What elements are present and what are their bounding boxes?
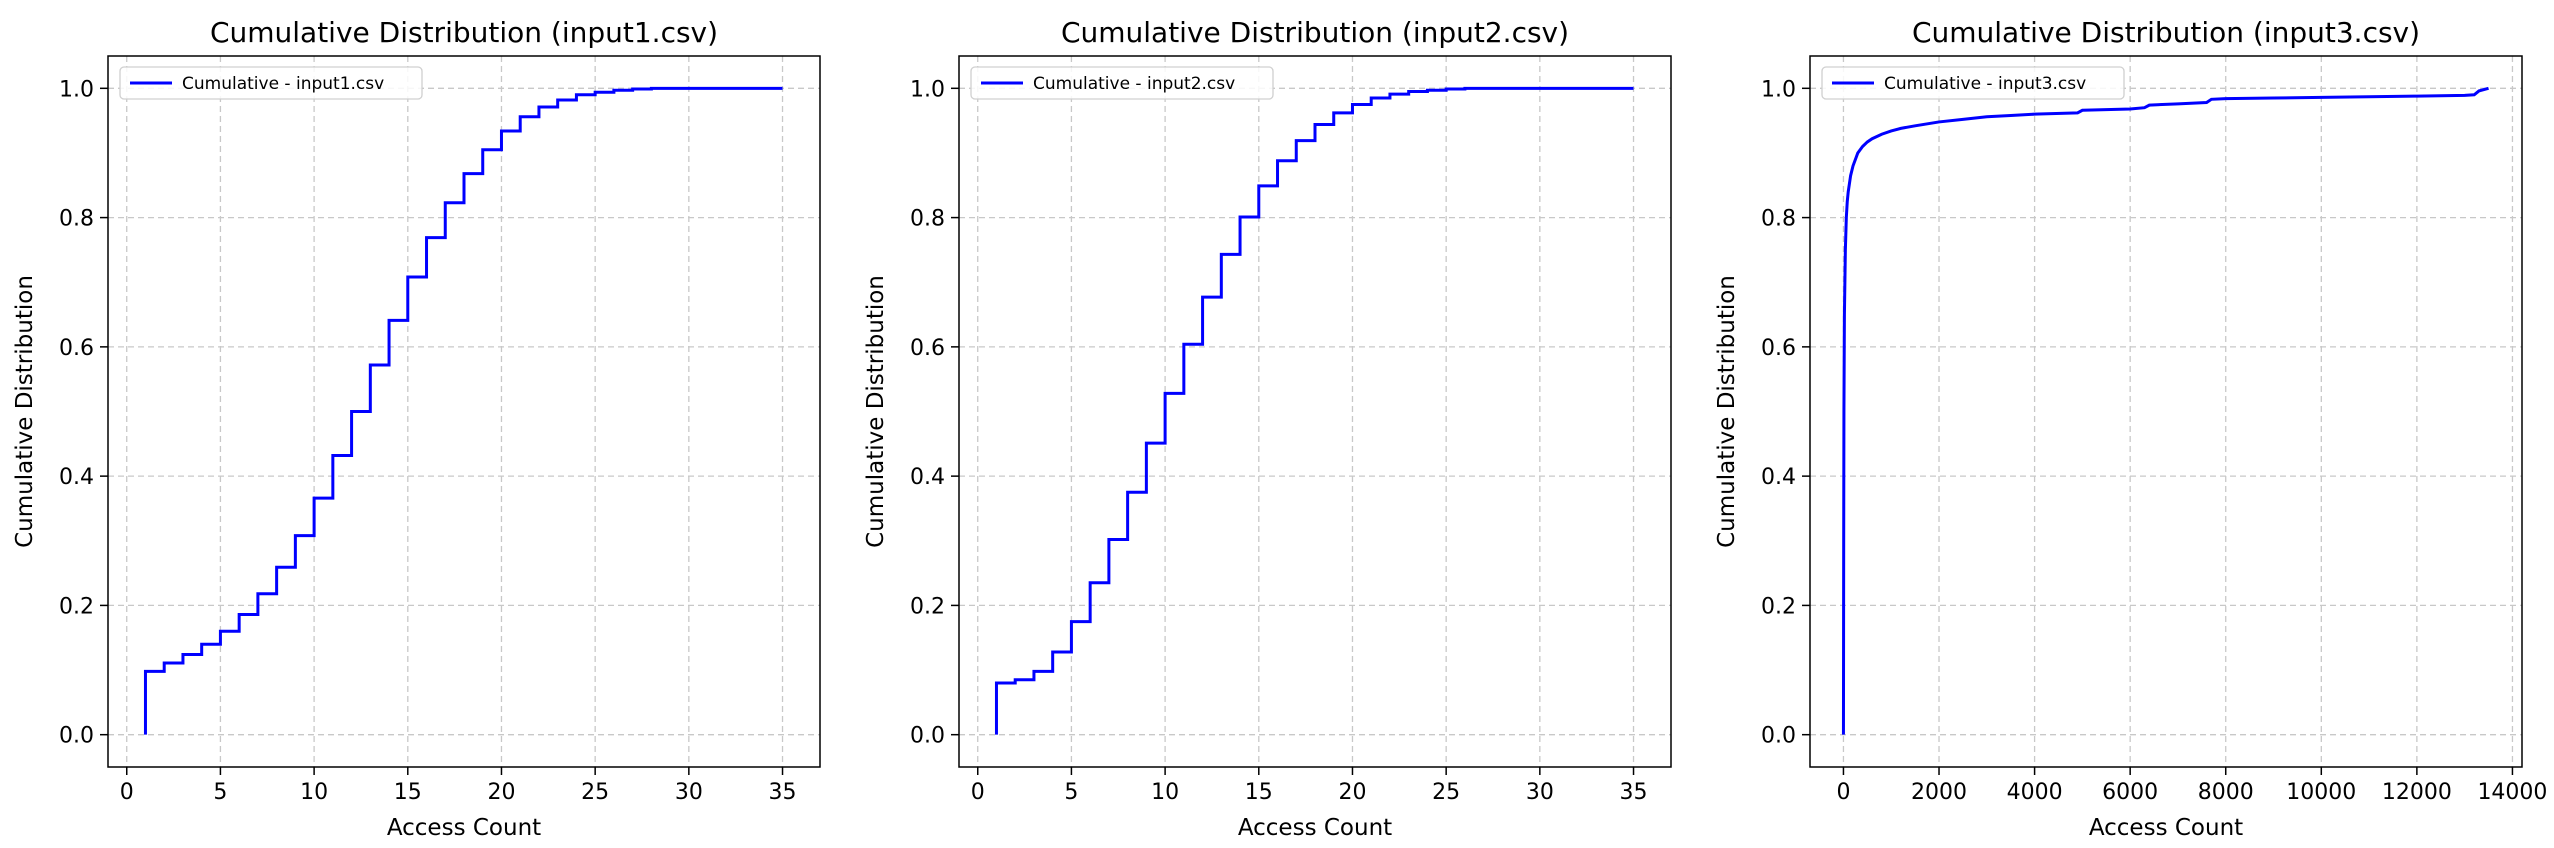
x-tick-label: 8000 xyxy=(2198,780,2254,805)
x-tick-label: 2000 xyxy=(1911,780,1967,805)
plot-frame xyxy=(107,55,821,768)
legend-box xyxy=(119,66,423,100)
x-tick-label: 10 xyxy=(1151,780,1179,805)
legend: Cumulative - input2.csv xyxy=(970,66,1274,100)
legend: Cumulative - input3.csv xyxy=(1821,66,2125,100)
y-tick-label: 0.0 xyxy=(910,724,945,749)
x-tick-label: 30 xyxy=(675,780,703,805)
y-tick-label: 0.0 xyxy=(59,724,94,749)
y-tick-label: 1.0 xyxy=(1761,77,1796,102)
y-tick-label: 0.6 xyxy=(59,336,94,361)
x-tick-label: 0 xyxy=(1836,780,1850,805)
y-tick-label: 0.8 xyxy=(59,207,94,232)
x-tick-label: 10 xyxy=(300,780,328,805)
plot-frame xyxy=(1809,55,2523,768)
x-tick-label: 20 xyxy=(1338,780,1366,805)
series-line-1-1 xyxy=(143,86,783,735)
x-tick-label: 20 xyxy=(487,780,515,805)
chart-title: Cumulative Distribution (input1.csv) xyxy=(210,16,718,49)
x-axis-label: Access Count xyxy=(387,815,541,841)
y-tick-label: 0.4 xyxy=(910,465,945,490)
legend-label: Cumulative - input1.csv xyxy=(182,74,384,94)
legend-label: Cumulative - input2.csv xyxy=(1033,74,1235,94)
x-tick-label: 12000 xyxy=(2382,780,2452,805)
x-tick-label: 10000 xyxy=(2286,780,2356,805)
y-tick-label: 0.4 xyxy=(1761,465,1796,490)
x-tick-label: 30 xyxy=(1526,780,1554,805)
y-axis-label: Cumulative Distribution xyxy=(863,275,889,548)
x-tick-label: 0 xyxy=(120,780,134,805)
x-tick-label: 14000 xyxy=(2477,780,2547,805)
x-tick-label: 35 xyxy=(769,780,797,805)
y-tick-label: 0.2 xyxy=(1761,594,1796,619)
y-tick-label: 0.8 xyxy=(1761,207,1796,232)
legend-label: Cumulative - input3.csv xyxy=(1884,74,2086,94)
chart-panel-3: 0 2000 4000 6000 8000 10000 12000 14000 0.0 0.2 0.… xyxy=(1714,16,2547,841)
x-axis-label: Access Count xyxy=(1238,815,1392,841)
y-tick-label: 0.6 xyxy=(910,336,945,361)
y-axis-label: Cumulative Distribution xyxy=(1714,275,1740,548)
plot-frame xyxy=(958,55,1672,768)
x-tick-label: 0 xyxy=(971,780,985,805)
x-tick-label: 25 xyxy=(581,780,609,805)
x-tick-label: 4000 xyxy=(2007,780,2063,805)
x-axis-label: Access Count xyxy=(2089,815,2243,841)
series-line-2-1 xyxy=(994,86,1634,735)
series-line-3-1 xyxy=(1841,86,2489,735)
chart-panel-1: 0 5 10 15 20 25 30 35 0.0 0.2 0.4 0.6 0.8 1.0 Cumulati… xyxy=(12,16,821,841)
y-tick-label: 0.0 xyxy=(1761,724,1796,749)
x-tick-label: 5 xyxy=(213,780,227,805)
x-tick-label: 15 xyxy=(1245,780,1273,805)
legend-box xyxy=(970,66,1274,100)
chart-title: Cumulative Distribution (input3.csv) xyxy=(1912,16,2420,49)
y-tick-label: 1.0 xyxy=(910,77,945,102)
y-tick-label: 0.8 xyxy=(910,207,945,232)
x-tick-label: 35 xyxy=(1620,780,1648,805)
y-tick-label: 0.2 xyxy=(910,594,945,619)
x-tick-label: 5 xyxy=(1064,780,1078,805)
y-tick-label: 0.6 xyxy=(1761,336,1796,361)
x-tick-label: 25 xyxy=(1432,780,1460,805)
y-axis-label: Cumulative Distribution xyxy=(12,275,38,548)
x-tick-label: 6000 xyxy=(2102,780,2158,805)
y-tick-label: 0.2 xyxy=(59,594,94,619)
y-tick-label: 0.4 xyxy=(59,465,94,490)
legend: Cumulative - input1.csv xyxy=(119,66,423,100)
chart-title: Cumulative Distribution (input2.csv) xyxy=(1061,16,1569,49)
x-tick-label: 15 xyxy=(394,780,422,805)
legend-box xyxy=(1821,66,2125,100)
chart-panel-2: 0 5 10 15 20 25 30 35 0.0 0.2 0.4 0.6 0.8 1.0 Cumulati… xyxy=(863,16,1672,841)
y-tick-label: 1.0 xyxy=(59,77,94,102)
